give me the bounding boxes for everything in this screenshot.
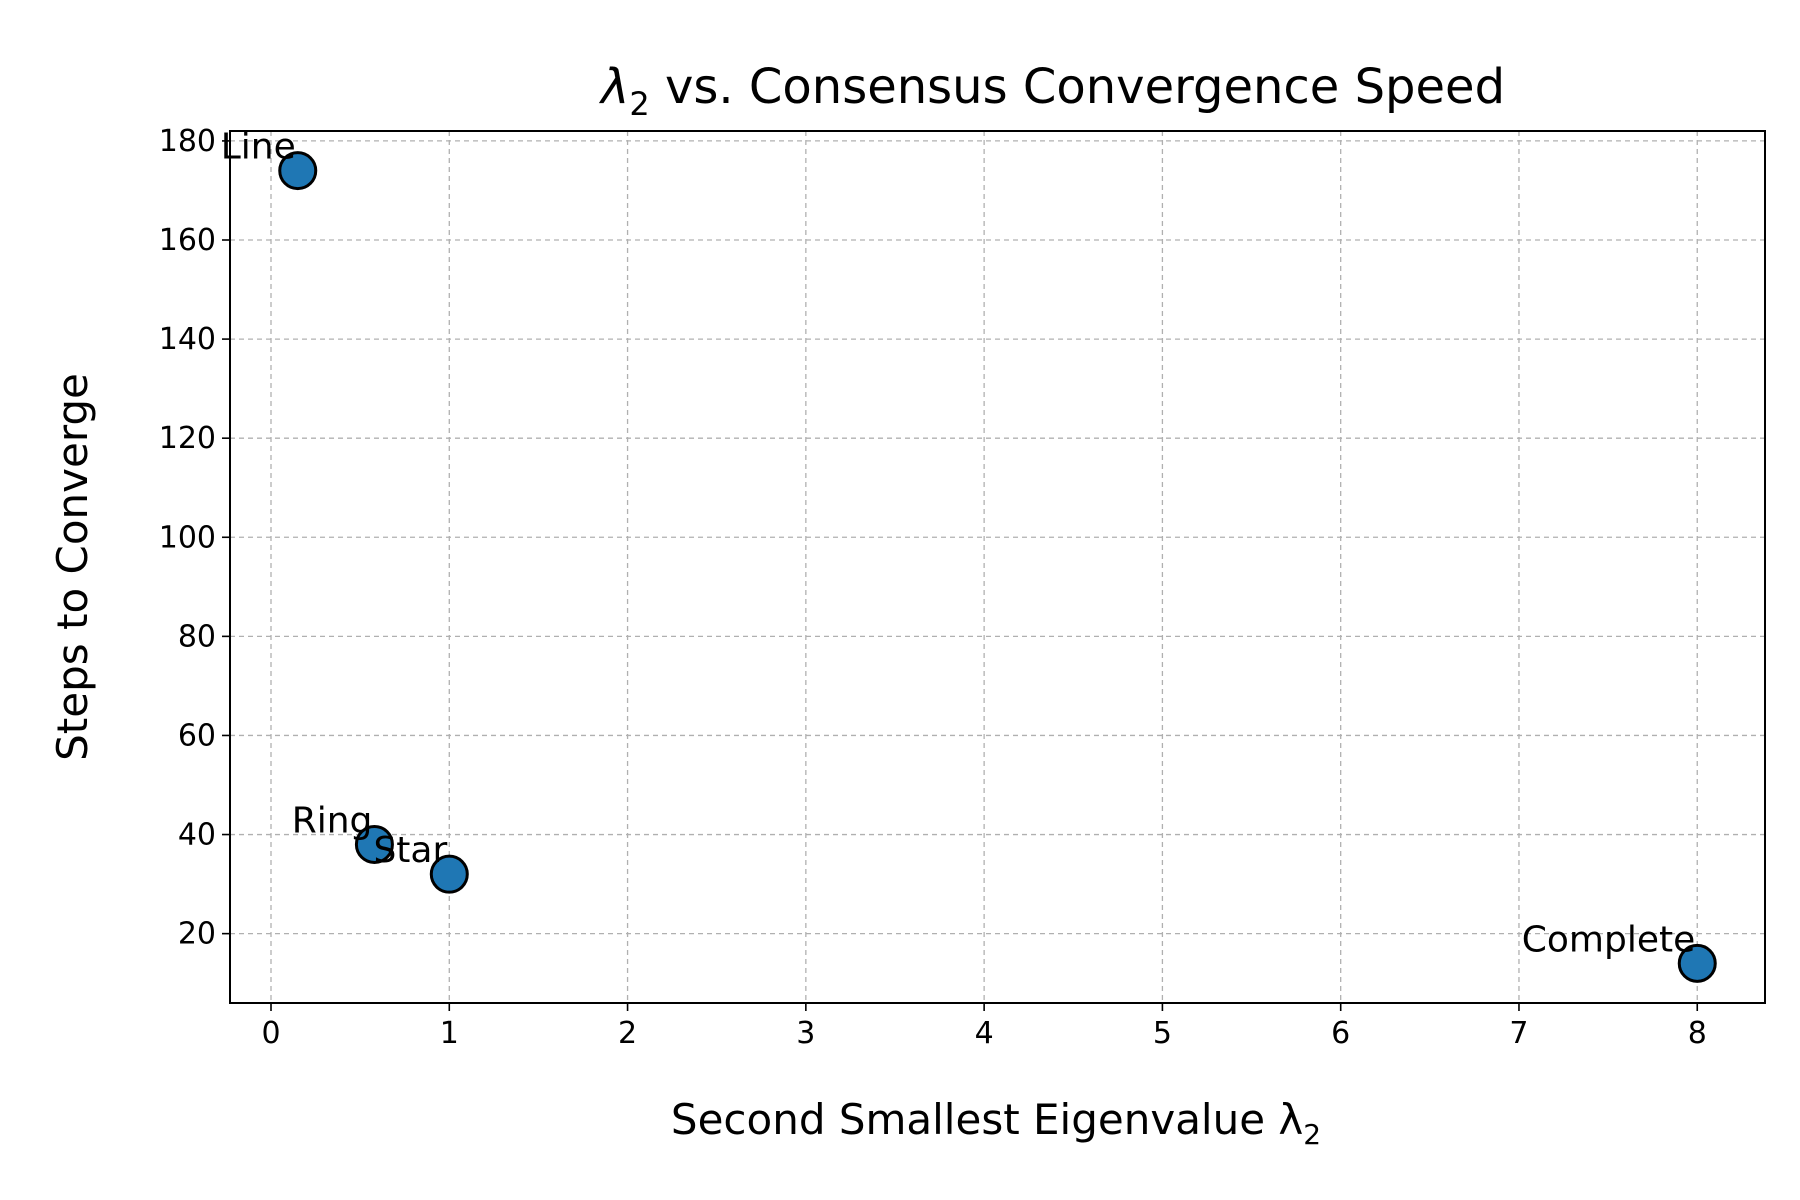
x-tick-label: 2 [618, 1016, 637, 1051]
y-tick-label: 40 [178, 818, 216, 853]
x-tick-label: 0 [261, 1016, 280, 1051]
chart-title-lambda: λ [598, 59, 629, 115]
y-tick-label: 180 [159, 124, 216, 159]
scatter-marker [278, 151, 318, 191]
y-tick-label: 80 [178, 619, 216, 654]
point-label: Complete [1522, 919, 1696, 960]
point-label: Line [221, 127, 296, 168]
scatter-point-complete: Complete [1522, 919, 1717, 983]
axis-ticks: 0 1 2 3 4 5 6 7 8 20 40 60 80 100 120 140 160 180 [159, 124, 1707, 1051]
chart-title: λ2 vs. Consensus Convergence Speed [598, 59, 1505, 123]
x-axis-label: Second Smallest Eigenvalue λ2 [671, 1095, 1321, 1151]
scatter-marker [354, 824, 394, 864]
scatter-marker [1677, 943, 1717, 983]
x-tick-label: 4 [975, 1016, 994, 1051]
y-axis-label: Steps to Converge [48, 373, 97, 761]
x-tick-label: 6 [1331, 1016, 1350, 1051]
y-tick-label: 120 [159, 421, 216, 456]
point-label: Star [373, 830, 447, 871]
scatter-point-ring: Ring [292, 800, 394, 864]
x-tick-label: 1 [440, 1016, 459, 1051]
x-axis-label-subscript: 2 [1303, 1118, 1321, 1151]
scatter-point-star: Star [373, 830, 469, 894]
chart-title-subscript: 2 [629, 85, 649, 123]
y-tick-label: 140 [159, 322, 216, 357]
x-tick-label: 7 [1509, 1016, 1528, 1051]
x-axis-label-main: Second Smallest Eigenvalue λ [671, 1095, 1303, 1144]
y-tick-label: 160 [159, 223, 216, 258]
x-tick-label: 5 [1153, 1016, 1172, 1051]
y-tick-label: 60 [178, 718, 216, 753]
grid-lines [230, 131, 1765, 1003]
scatter-marker [429, 854, 469, 894]
plot-frame [229, 130, 1766, 1004]
point-label: Ring [292, 800, 373, 841]
y-tick-label: 100 [159, 520, 216, 555]
scatter-point-line: Line [221, 127, 318, 191]
x-tick-label: 3 [796, 1016, 815, 1051]
y-tick-label: 20 [178, 917, 216, 952]
chart-title-rest: vs. Consensus Convergence Speed [650, 59, 1505, 115]
x-tick-label: 8 [1688, 1016, 1707, 1051]
